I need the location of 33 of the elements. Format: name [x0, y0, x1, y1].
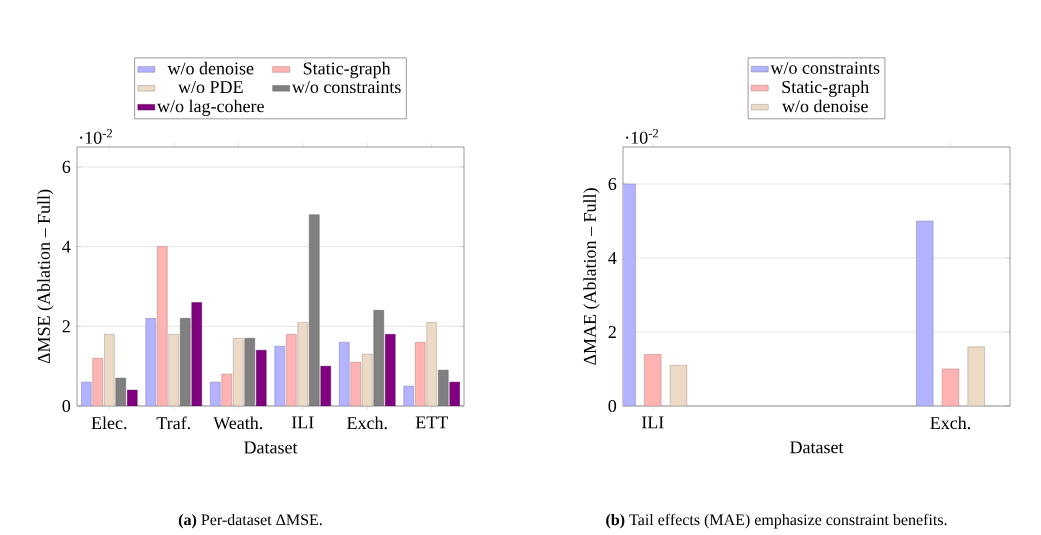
legend-label: w/o constraints	[291, 81, 401, 94]
x-axis-title: Dataset	[790, 441, 844, 454]
y-tick-label: 6	[62, 160, 71, 173]
x-tick-label: Exch.	[930, 416, 971, 430]
y-tick-label: 0	[608, 399, 617, 413]
y-axis-title: ΔMAE (Ablation – Full)	[583, 188, 600, 365]
text: (a) Per-dataset ΔMSE.	[178, 513, 322, 529]
x-tick-label: ILI	[641, 416, 664, 429]
x-tick-label: ILI	[291, 416, 314, 429]
y-tick-label: 2	[62, 320, 70, 333]
bar	[967, 346, 985, 406]
y-tick-label: 0	[62, 399, 71, 413]
x-tick-label: Exch.	[347, 416, 387, 430]
x-tick-label: Traf.	[156, 416, 190, 430]
legend-label: w/o PDE	[178, 81, 243, 94]
y-tick-label: 4	[608, 252, 617, 264]
legend-label: w/o denoise	[781, 99, 868, 113]
legend-label: Static-graph	[303, 61, 391, 79]
y-tick-label: 4	[62, 240, 71, 253]
x-tick-label: Weath.	[213, 416, 263, 430]
x-tick-label: ETT	[415, 416, 448, 429]
x-tick-label: Elec.	[91, 416, 127, 430]
y-tick-label: 6	[608, 177, 617, 191]
y-tick-label: 2	[608, 326, 616, 338]
y-axis-title: ΔMSE (Ablation – Full)	[37, 189, 54, 364]
text: ·10$^{-2}$	[626, 129, 659, 144]
legend-label: w/o constraints	[770, 61, 880, 74]
text: ·10$^{-2}$	[80, 129, 112, 144]
legend-label: w/o denoise	[167, 61, 254, 75]
legend-label: w/o lag-cohere	[157, 99, 264, 117]
legend-label: Static-graph	[782, 80, 869, 97]
text: (b) Tail effects (MAE) emphasize constraint benefits.	[606, 513, 947, 529]
x-axis-title: Dataset	[244, 441, 298, 454]
